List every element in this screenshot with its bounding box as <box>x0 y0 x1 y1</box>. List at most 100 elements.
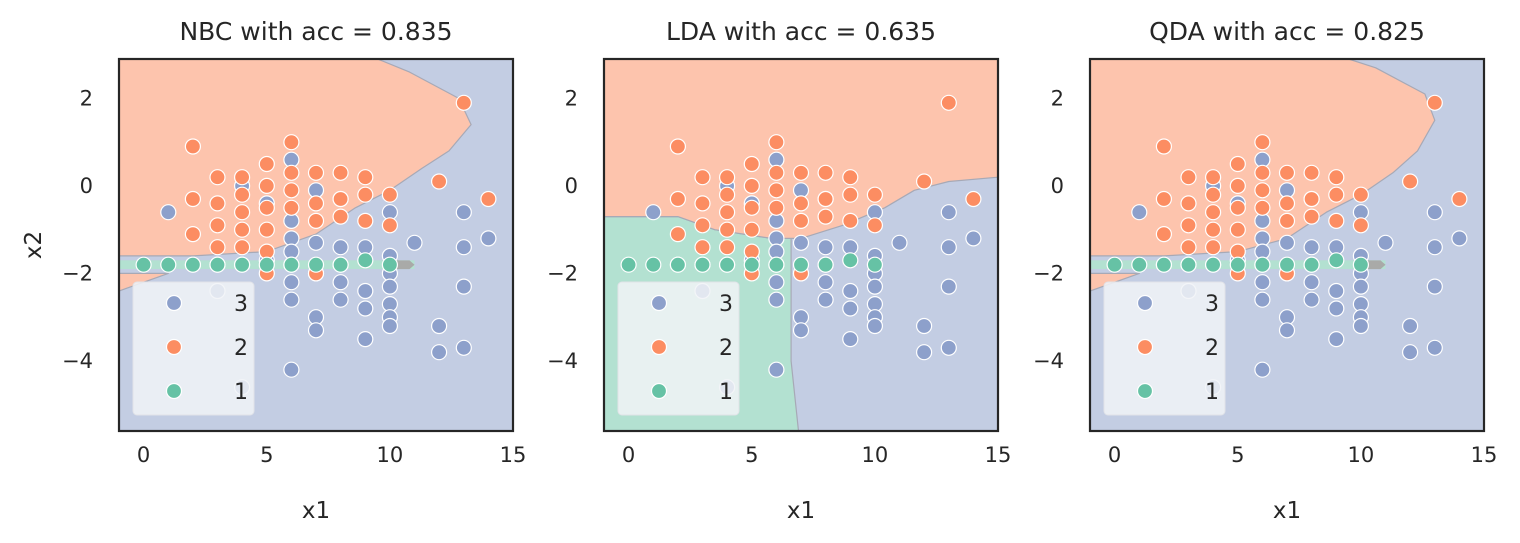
point-class-1 <box>645 256 662 273</box>
point-class-2 <box>283 164 300 181</box>
point-class-2 <box>718 239 736 256</box>
point-class-2 <box>768 134 785 151</box>
point-class-2 <box>1426 94 1443 111</box>
axes-frame <box>117 57 515 433</box>
legend-marker-2 <box>1136 338 1154 356</box>
point-class-2 <box>455 94 472 111</box>
point-class-2 <box>792 195 810 212</box>
chart-title: LDA with acc = 0.635 <box>666 17 936 46</box>
point-class-3 <box>357 282 374 300</box>
legend-label-3: 3 <box>234 292 248 317</box>
point-class-2 <box>817 190 834 208</box>
point-class-3 <box>965 230 982 247</box>
point-class-3 <box>283 274 300 291</box>
y-tick-label: 0 <box>80 174 93 198</box>
legend-label-1: 1 <box>1205 380 1219 405</box>
point-class-2 <box>357 186 374 203</box>
point-class-2 <box>258 155 275 173</box>
point-class-3 <box>160 204 177 221</box>
scatter-points <box>135 94 497 396</box>
point-class-3 <box>866 317 884 335</box>
point-class-1 <box>135 256 152 273</box>
legend-frame <box>617 281 740 416</box>
point-class-2 <box>1254 182 1271 199</box>
point-class-3 <box>915 317 933 335</box>
point-class-1 <box>332 256 349 273</box>
point-class-2 <box>694 195 711 212</box>
point-class-3 <box>1352 278 1370 295</box>
point-class-1 <box>258 256 275 273</box>
point-class-2 <box>743 177 760 194</box>
point-class-2 <box>817 208 834 225</box>
y-tick-label: 2 <box>80 86 93 110</box>
point-class-3 <box>940 239 957 256</box>
point-class-2 <box>718 221 736 238</box>
point-class-3 <box>455 339 472 356</box>
point-class-2 <box>357 169 374 186</box>
point-class-2 <box>940 94 957 111</box>
legend-marker-1 <box>1136 382 1154 400</box>
point-class-2 <box>1180 169 1197 186</box>
x-tick-label: 5 <box>1231 443 1244 467</box>
point-class-3 <box>332 274 349 291</box>
point-class-2 <box>258 177 275 194</box>
y-axis-label: x2 <box>21 231 47 259</box>
x-tick-label: 10 <box>862 443 889 467</box>
point-class-3 <box>307 234 325 251</box>
point-class-2 <box>332 190 349 208</box>
x-axis-label: x1 <box>787 498 815 524</box>
point-class-2 <box>209 217 226 234</box>
point-class-1 <box>1204 256 1222 273</box>
x-tick-label: 15 <box>985 443 1012 467</box>
region-class-2 <box>604 59 998 239</box>
point-class-2 <box>431 173 448 190</box>
point-class-3 <box>768 274 785 291</box>
point-class-2 <box>842 212 859 229</box>
point-class-3 <box>1451 230 1468 247</box>
point-class-3 <box>307 322 325 339</box>
x-tick-label: 5 <box>745 443 758 467</box>
point-class-2 <box>332 164 349 181</box>
point-class-3 <box>381 278 398 295</box>
y-tick-label: −2 <box>547 261 578 285</box>
legend-label-3: 3 <box>719 292 733 317</box>
point-class-2 <box>915 173 933 190</box>
point-class-3 <box>1254 291 1271 308</box>
legend-marker-3 <box>165 294 183 312</box>
y-tick-label: −2 <box>1033 261 1064 285</box>
point-class-1 <box>381 256 398 273</box>
point-class-1 <box>817 256 834 273</box>
legend-label-3: 3 <box>1205 292 1219 317</box>
legend-marker-1 <box>165 382 183 400</box>
plot-area <box>119 59 513 431</box>
point-class-3 <box>792 234 810 251</box>
point-class-3 <box>1426 339 1443 356</box>
point-class-2 <box>332 208 349 225</box>
point-class-2 <box>1352 186 1370 203</box>
point-class-2 <box>743 199 760 216</box>
point-class-1 <box>1106 256 1123 273</box>
point-class-3 <box>381 317 398 335</box>
point-class-1 <box>1352 256 1370 273</box>
chart-title: NBC with acc = 0.835 <box>179 17 452 46</box>
point-class-2 <box>817 164 834 181</box>
point-class-2 <box>1303 164 1320 181</box>
point-class-3 <box>455 204 472 221</box>
point-class-3 <box>1254 274 1271 291</box>
y-tick-label: 0 <box>1051 174 1064 198</box>
point-class-3 <box>842 282 859 300</box>
point-class-2 <box>718 204 736 221</box>
point-class-3 <box>768 361 785 378</box>
point-class-3 <box>357 300 374 317</box>
legend-marker-2 <box>650 338 668 356</box>
legend-label-2: 2 <box>1205 336 1219 361</box>
y-tick-label: 2 <box>565 86 578 110</box>
point-class-2 <box>1204 169 1222 186</box>
point-class-2 <box>669 190 687 208</box>
legend-marker-1 <box>650 382 668 400</box>
point-class-3 <box>1328 282 1345 300</box>
y-tick-label: 2 <box>1051 86 1064 110</box>
point-class-2 <box>1204 204 1222 221</box>
point-class-2 <box>743 221 760 238</box>
